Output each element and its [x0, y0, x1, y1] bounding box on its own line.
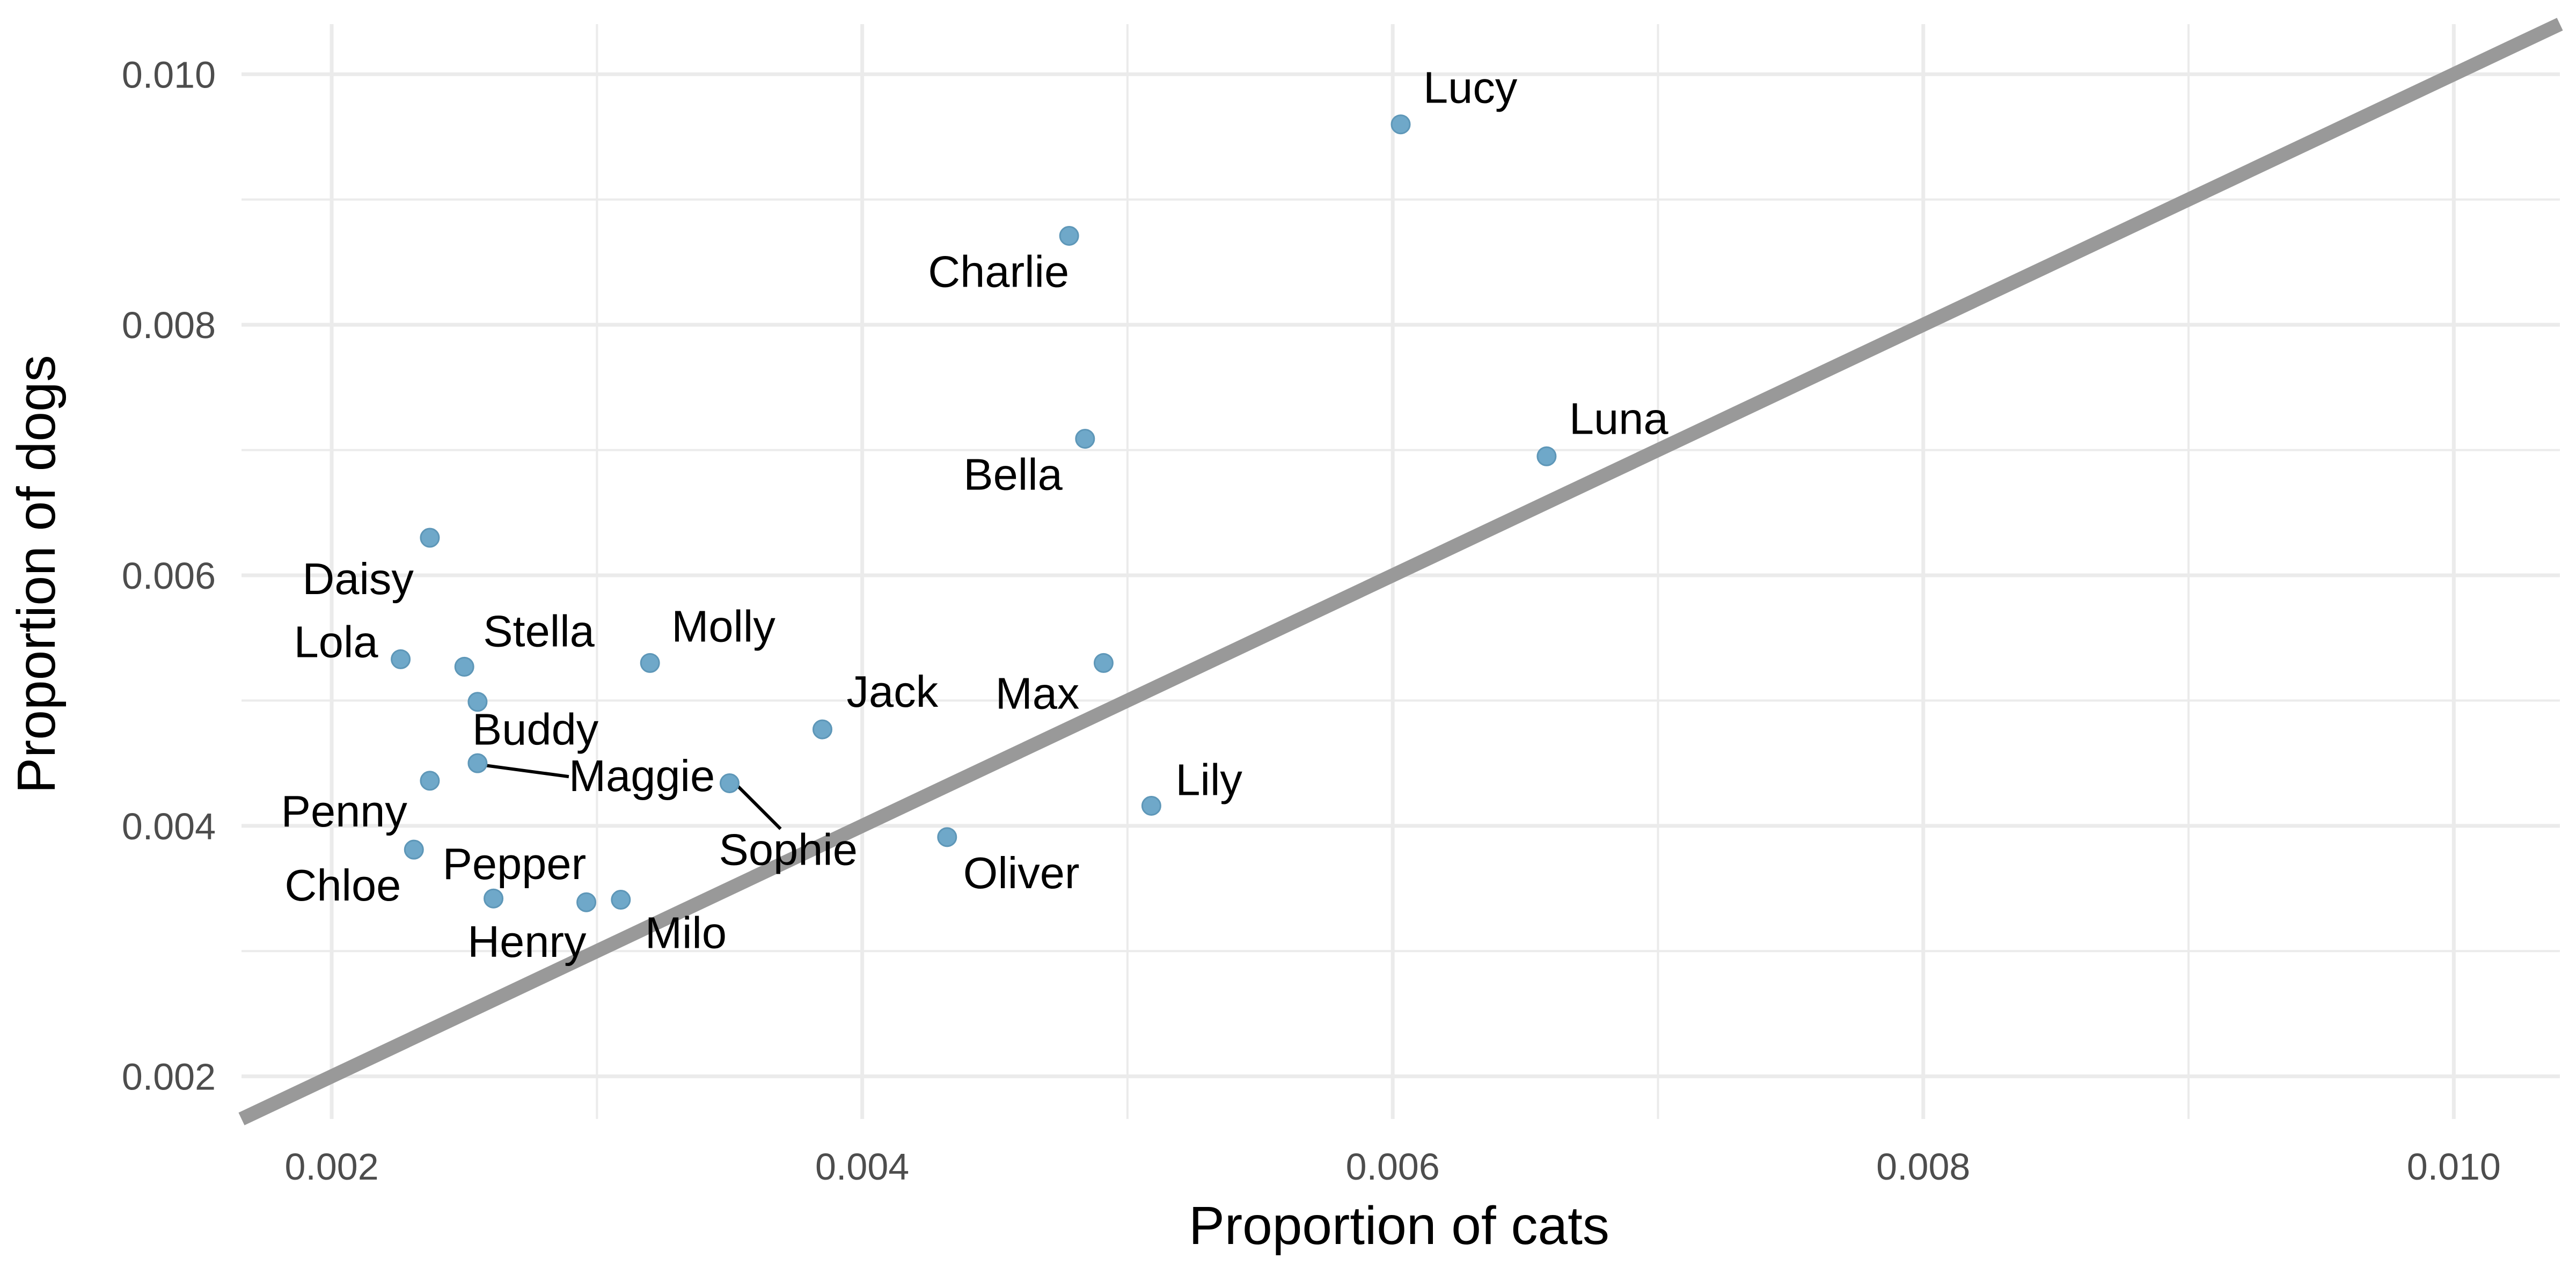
point-stella [454, 656, 474, 677]
x-tick-label: 0.008 [1876, 1146, 1970, 1188]
x-tick-label: 0.002 [284, 1146, 378, 1188]
point-oliver [937, 827, 957, 847]
point-lola [391, 649, 411, 669]
point-pepper [484, 888, 504, 909]
label-penny: Penny [281, 786, 408, 836]
label-max: Max [996, 668, 1080, 718]
label-pepper: Pepper [443, 839, 587, 889]
tick-labels: 0.002 0.004 0.006 0.008 0.010 0.002 0.004 0.006… [122, 54, 2501, 1188]
leader-sophie [736, 784, 782, 830]
label-bella: Bella [963, 450, 1063, 500]
label-luna: Luna [1569, 393, 1668, 443]
label-charlie: Charlie [928, 246, 1069, 296]
x-tick-label: 0.010 [2407, 1146, 2501, 1188]
reference-line [238, 18, 2563, 1125]
label-chloe: Chloe [284, 860, 401, 910]
data-points [391, 114, 1557, 912]
label-maggie: Maggie [569, 751, 715, 801]
point-maggie [467, 753, 488, 773]
leader-maggie [485, 764, 569, 779]
label-daisy: Daisy [302, 554, 414, 604]
point-sophie [719, 773, 740, 793]
label-lola: Lola [294, 617, 379, 667]
point-luna [1536, 446, 1557, 466]
point-molly [640, 653, 660, 673]
label-lucy: Lucy [1423, 63, 1518, 113]
point-jack [812, 719, 832, 740]
label-milo: Milo [645, 908, 727, 958]
y-tick-label: 0.004 [122, 806, 216, 847]
point-bella [1075, 429, 1095, 449]
x-tick-label: 0.006 [1346, 1146, 1440, 1188]
leader-lines [485, 764, 782, 830]
grid [241, 24, 2560, 1119]
y-tick-label: 0.006 [122, 555, 216, 597]
label-oliver: Oliver [963, 848, 1080, 898]
point-daisy [420, 528, 440, 548]
point-chloe [404, 839, 424, 860]
label-sophie: Sophie [719, 824, 857, 874]
label-molly: Molly [671, 601, 775, 651]
label-henry: Henry [467, 917, 587, 967]
label-lily: Lily [1175, 755, 1242, 804]
x-axis-title: Proportion of cats [1189, 1196, 1609, 1256]
x-tick-label: 0.004 [815, 1146, 909, 1188]
point-lucy [1391, 114, 1411, 135]
y-tick-label: 0.008 [122, 304, 216, 346]
point-penny [420, 771, 440, 791]
point-buddy [467, 692, 488, 712]
reference-line-layer [238, 18, 2563, 1125]
point-labels: Lucy Charlie Luna Bella Daisy Lola Stella Molly… [281, 63, 1669, 967]
label-stella: Stella [483, 606, 595, 656]
y-axis-title: Proportion of dogs [6, 355, 67, 793]
y-tick-label: 0.010 [122, 54, 216, 96]
label-jack: Jack [846, 667, 938, 716]
label-buddy: Buddy [472, 705, 599, 755]
point-lily [1141, 795, 1161, 816]
point-max [1093, 653, 1114, 673]
point-milo [611, 890, 631, 910]
y-tick-label: 0.002 [122, 1056, 216, 1098]
point-henry [576, 892, 597, 912]
point-charlie [1059, 225, 1079, 246]
